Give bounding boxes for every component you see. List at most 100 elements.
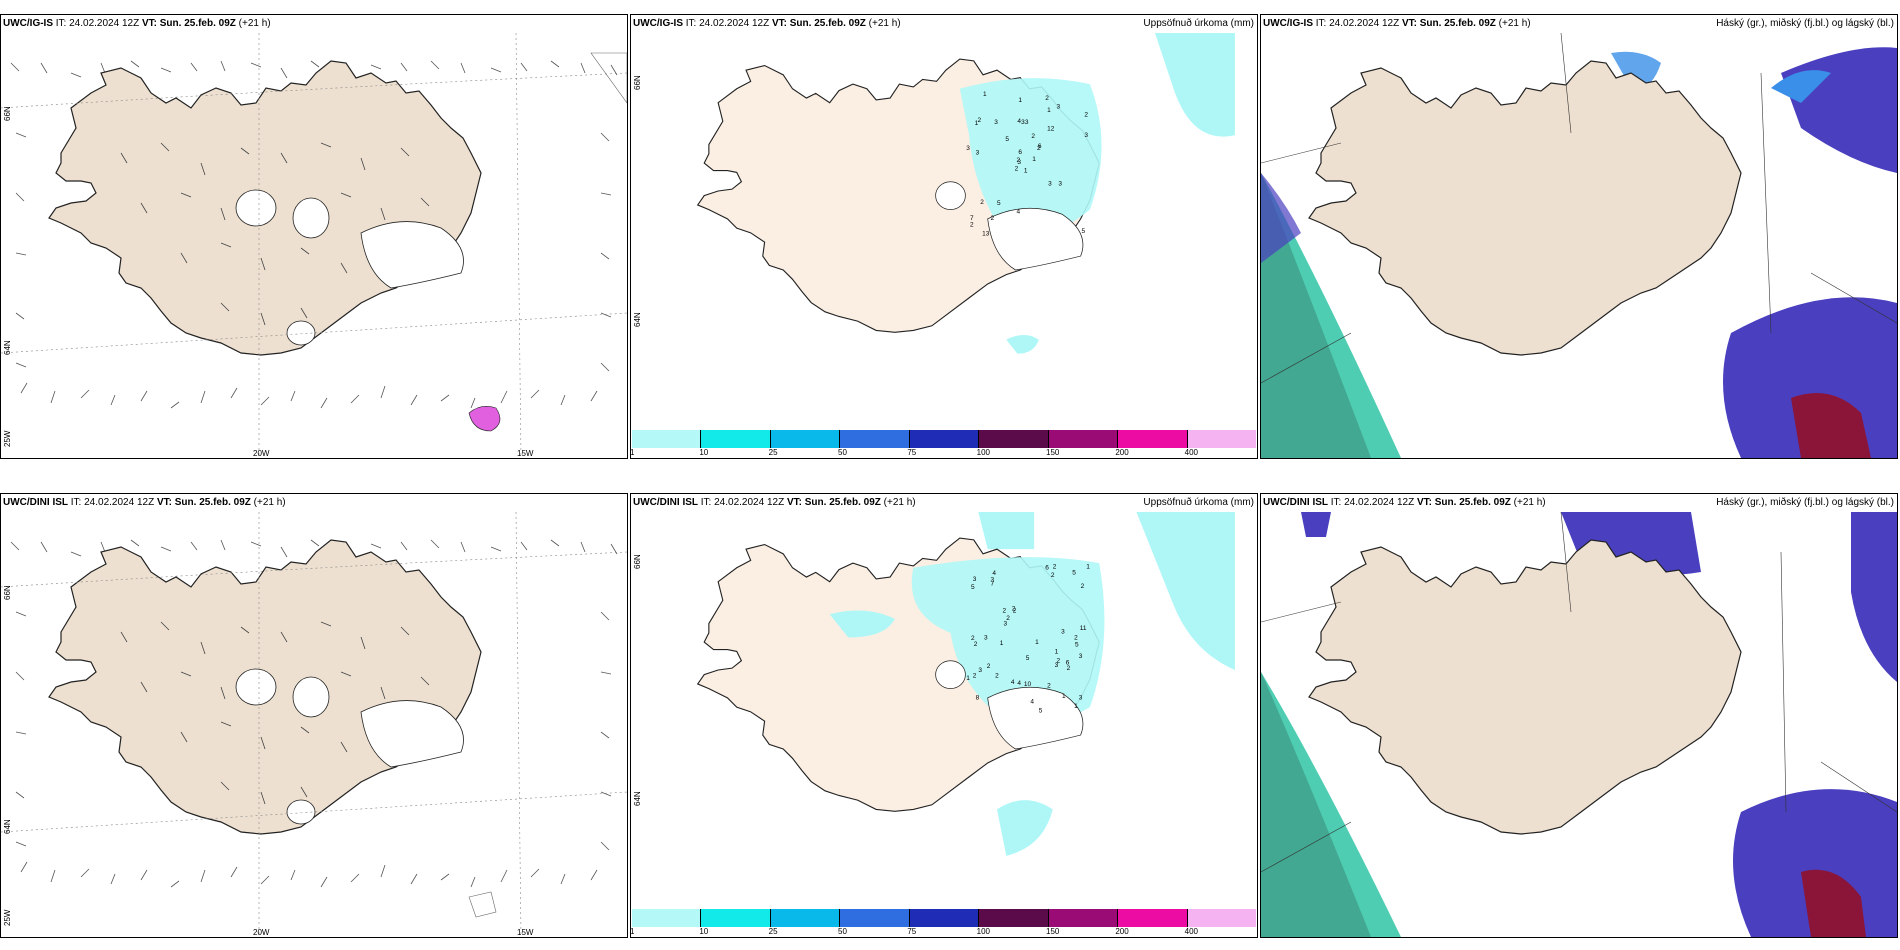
precip-value: 2 — [1081, 583, 1085, 590]
precip-value: 2 — [1015, 166, 1019, 173]
precip-value: 6 — [1018, 149, 1022, 156]
colorbar-tick-label: 50 — [838, 448, 847, 457]
precip-value: 2 — [973, 672, 977, 679]
precip-value: 3 — [1056, 103, 1060, 110]
lat-label: 64N — [3, 340, 12, 355]
panel-header: UWC/IG-IS IT: 24.02.2024 12Z VT: Sun. 25… — [633, 18, 901, 29]
panel-header: UWC/IG-IS IT: 24.02.2024 12Z VT: Sun. 25… — [3, 18, 271, 29]
lon-label: 15W — [517, 449, 534, 458]
precip-value: 1 — [1086, 564, 1090, 571]
precip-value: 3 — [978, 667, 982, 674]
precip-map: 1584212225523341151221533632273422122331… — [697, 512, 1235, 856]
precip-value: 3 — [1048, 180, 1052, 187]
colorbar-swatch — [979, 909, 1049, 927]
lon-label: 20W — [253, 449, 270, 458]
precip-value: 3 — [1021, 119, 1025, 126]
precip-value: 3 — [1055, 662, 1059, 669]
colorbar-tick-label: 100 — [976, 927, 991, 936]
precip-value: 1 — [983, 91, 987, 98]
cloud-map — [1261, 512, 1897, 937]
precip-value: 2 — [1003, 607, 1007, 614]
panel-precip-row2: UWC/DINI ISL IT: 24.02.2024 12Z VT: Sun.… — [630, 493, 1258, 938]
panel-title: Háský (gr.), miðský (fj.bl.) og lágský (… — [1716, 18, 1894, 29]
lat-label: 66N — [633, 554, 642, 569]
precip-value: 3 — [990, 577, 994, 584]
precip-value: 2 — [1056, 658, 1060, 665]
precip-value: 4 — [1017, 680, 1021, 687]
precip-value: 4 — [992, 570, 996, 577]
precip-value: 2 — [1084, 112, 1088, 119]
precip-value: 2 — [974, 641, 978, 648]
precip-value: 1 — [966, 675, 970, 682]
colorbar-tick-label: 10 — [699, 927, 709, 936]
colorbar-swatch — [770, 430, 841, 448]
colorbar-tick-label: 150 — [1046, 927, 1060, 936]
colorbar-swatch — [1187, 430, 1256, 448]
colorbar-swatch — [1118, 909, 1188, 927]
precip-value: 2 — [1006, 615, 1010, 622]
precip-value: 2 — [1013, 607, 1017, 614]
lon-label: 20W — [253, 928, 270, 937]
precip-value: 3 — [973, 576, 977, 583]
colorbar-tick-label: 75 — [907, 448, 917, 457]
precip-value: 2 — [1074, 634, 1078, 641]
colorbar-tick-label: 1 — [630, 448, 635, 457]
precip-value: 2 — [1051, 572, 1055, 579]
precip-value: 2 — [1045, 95, 1049, 102]
lat-label: 66N — [3, 585, 12, 600]
precip-value: 2 — [1016, 157, 1020, 164]
precip-value: 2 — [971, 635, 975, 642]
panel-header: UWC/DINI ISL IT: 24.02.2024 12Z VT: Sun.… — [3, 497, 286, 508]
precip-value: 2 — [970, 221, 974, 228]
precip-value: 1 — [1035, 639, 1039, 646]
precip-value: 3 — [1003, 620, 1007, 627]
lat-label: 66N — [3, 106, 12, 121]
precip-value: 11 — [1080, 625, 1087, 632]
precip-value: 4 — [1011, 679, 1015, 686]
precip-value: 2 — [977, 117, 981, 124]
panel-title: Uppsöfnuð úrkoma (mm) — [1143, 18, 1254, 29]
panel-precip-row1: UWC/IG-IS IT: 24.02.2024 12Z VT: Sun. 25… — [630, 14, 1258, 459]
precip-value: 4 — [1017, 118, 1021, 125]
precip-value: 3 — [1079, 695, 1083, 702]
panel-cloud-row2: UWC/DINI ISL IT: 24.02.2024 12Z VT: Sun.… — [1260, 493, 1898, 938]
precip-value: 2 — [1047, 683, 1051, 690]
precip-value: 2 — [1012, 606, 1016, 613]
panel-header: UWC/DINI ISL IT: 24.02.2024 12Z VT: Sun.… — [633, 497, 916, 508]
precip-value: 5 — [1082, 228, 1086, 235]
precip-value: 4 — [1016, 208, 1020, 215]
lon-label: 15W — [517, 928, 534, 937]
colorbar-tick-label: 75 — [907, 927, 917, 936]
colorbar-tick-label: 200 — [1115, 927, 1129, 936]
precip-value: 4 — [1030, 698, 1034, 705]
wind-map — [1, 33, 627, 458]
colorbar-ticks: 1 10 25 50 75 100 150 200 400 — [630, 448, 1256, 458]
precip-value: 2 — [1031, 133, 1035, 140]
colorbar-tick-label: 150 — [1046, 448, 1060, 457]
precip-value: 1 — [1055, 648, 1059, 655]
precip-value: 1 — [1074, 703, 1078, 710]
precip-value: 1 — [1024, 167, 1028, 174]
colorbar-swatch — [701, 909, 771, 927]
colorbar-swatch — [632, 430, 702, 448]
colorbar-swatch — [909, 909, 980, 927]
colorbar-tick-label: 50 — [838, 927, 847, 936]
wind-map — [1, 512, 627, 937]
colorbar-tick-label: 1 — [630, 927, 635, 936]
precip-value: 7 — [970, 215, 974, 222]
lat-label: 66N — [633, 75, 642, 90]
colorbar-ticks: 1 10 25 50 75 100 150 200 400 — [630, 927, 1256, 937]
panel-title: Háský (gr.), miðský (fj.bl.) og lágský (… — [1716, 497, 1894, 508]
colorbar — [632, 430, 1256, 448]
colorbar-tick-label: 25 — [768, 927, 778, 936]
precip-value: 1 — [1032, 156, 1036, 163]
lon-label: 25W — [3, 909, 12, 926]
panel-wind-row2: UWC/DINI ISL IT: 24.02.2024 12Z VT: Sun.… — [0, 493, 628, 938]
precip-value: 3 — [976, 150, 980, 157]
precip-value: 1 — [1062, 693, 1066, 700]
colorbar-swatch — [770, 909, 841, 927]
colorbar-swatch — [1118, 430, 1188, 448]
precip-value: 2 — [1053, 564, 1057, 571]
colorbar-swatch — [840, 909, 910, 927]
